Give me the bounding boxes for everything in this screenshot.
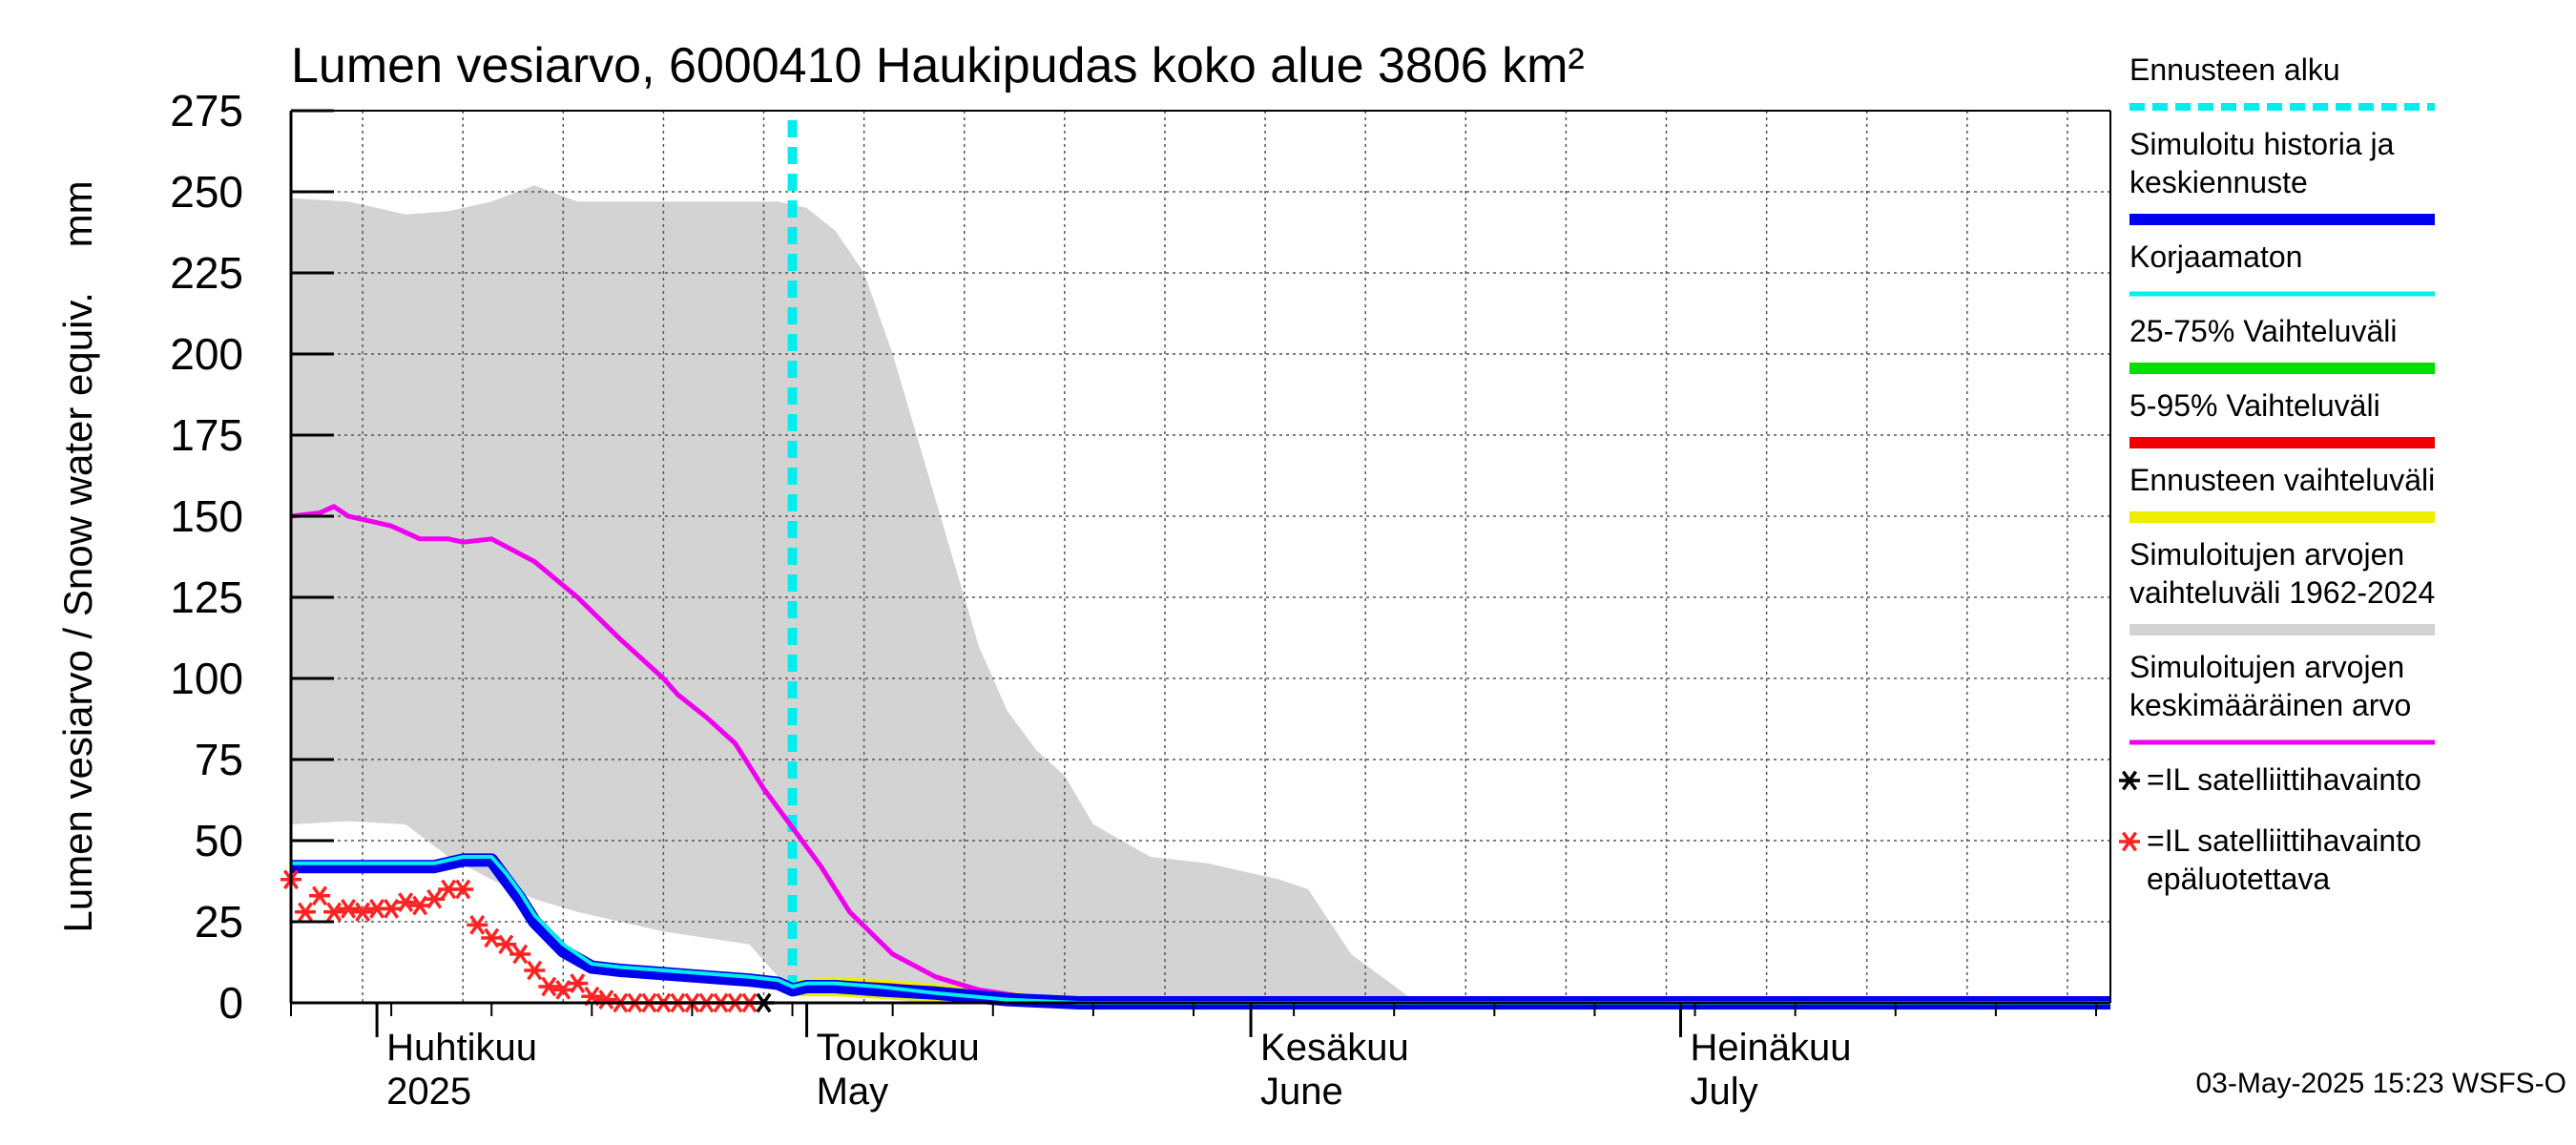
legend-label: Korjaamaton xyxy=(2129,239,2302,274)
legend-item-5-95-vaihteluv-li: 5-95% Vaihteluväli xyxy=(2129,388,2435,448)
y-tick-label: 200 xyxy=(170,329,243,379)
y-tick-label: 100 xyxy=(170,654,243,703)
marker-il-satelliittihavainto-ep-luotettava xyxy=(424,888,446,909)
line-simuloitujen-arvojen-keskim-r-inen-arvo xyxy=(290,504,2110,1003)
timestamp-footer: 03-May-2025 15:23 WSFS-O xyxy=(2196,1068,2567,1099)
marker-il-satelliittihavainto-ep-luotettava xyxy=(495,934,517,955)
x-month-label-en: 2025 xyxy=(386,1071,471,1113)
legend-item-simuloitu-historia-ja-keskiennuste: Simuloitu historia ja keskiennuste xyxy=(2129,127,2435,225)
y-axis-label: Lumen vesiarvo / Snow water equiv. mm xyxy=(55,180,100,932)
marker-il-satelliittihavainto-ep-luotettava xyxy=(352,902,374,923)
legend-label: vaihteluväli 1962-2024 xyxy=(2129,575,2435,610)
legend: Ennusteen alku Simuloitu historia ja keski… xyxy=(2119,52,2435,896)
marker-il-satelliittihavainto-ep-luotettava xyxy=(309,885,331,906)
x-month-label-en: June xyxy=(1260,1071,1343,1113)
legend-item-ennusteen-alku: Ennusteen alku xyxy=(2129,52,2435,111)
band-layer xyxy=(291,111,2110,1003)
marker-il-satelliittihavainto-ep-luotettava xyxy=(338,899,360,919)
legend-label: Ennusteen vaihteluväli xyxy=(2129,463,2435,497)
marker-il-satelliittihavainto-ep-luotettava xyxy=(323,902,345,923)
legend-label: epäluotettava xyxy=(2147,862,2330,896)
x-month-label-fi: Heinäkuu xyxy=(1691,1027,1852,1069)
legend-label: =IL satelliittihavainto xyxy=(2147,762,2421,797)
marker-il-satelliittihavainto-ep-luotettava xyxy=(524,960,546,981)
line-korjaamaton xyxy=(291,855,2110,1005)
legend-item-il-satelliittihavainto-ep-luotettava: =IL satelliittihavainto epäluotettava xyxy=(2119,823,2421,896)
y-tick-label: 250 xyxy=(170,167,243,217)
chart-title: Lumen vesiarvo, 6000410 Haukipudas koko … xyxy=(291,38,1585,94)
x-month-label-en: May xyxy=(817,1071,889,1113)
legend-label: 25-75% Vaihteluväli xyxy=(2129,314,2397,348)
y-tick-label: 75 xyxy=(195,735,243,784)
x-month-label-en: July xyxy=(1691,1071,1758,1113)
y-tick-label: 25 xyxy=(195,897,243,947)
legend-item-ennusteen-vaihteluv-li: Ennusteen vaihteluväli xyxy=(2129,463,2435,523)
x-month-label-fi: Huhtikuu xyxy=(386,1027,537,1069)
y-tick-label: 275 xyxy=(170,86,243,135)
y-tick-label: 125 xyxy=(170,572,243,622)
marker-il-satelliittihavainto-ep-luotettava xyxy=(395,892,417,912)
marker-il-satelliittihavainto-ep-luotettava xyxy=(467,915,488,935)
x-month-label-fi: Toukokuu xyxy=(817,1027,980,1069)
legend-label: Simuloitujen arvojen xyxy=(2129,650,2404,684)
marker-il-satelliittihavainto-ep-luotettava xyxy=(452,879,474,900)
band-ennusteen-vaihteluv-li xyxy=(792,976,2110,1003)
legend-item-25-75-vaihteluv-li: 25-75% Vaihteluväli xyxy=(2129,314,2435,374)
y-tick-label: 150 xyxy=(170,491,243,541)
legend-label: Simuloitujen arvojen xyxy=(2129,537,2404,572)
y-tick-label: 0 xyxy=(218,978,243,1028)
axes-layer: 0 25 50 75 100 125 150 175 200 225 250 275 Lumen ves… xyxy=(55,86,2111,1113)
marker-il-satelliittihavainto-ep-luotettava xyxy=(295,902,317,923)
band-simuloitujen-arvojen-vaihteluv-li-1962-2024 xyxy=(291,185,2110,1003)
legend-label: Ennusteen alku xyxy=(2129,52,2340,87)
legend-label: keskimääräinen arvo xyxy=(2129,688,2411,722)
legend-item-korjaamaton: Korjaamaton xyxy=(2129,239,2435,297)
y-tick-label: 225 xyxy=(170,248,243,298)
x-month-label-fi: Kesäkuu xyxy=(1260,1027,1409,1069)
marker-il-satelliittihavainto-ep-luotettava xyxy=(509,944,531,965)
legend-item-il-satelliittihavainto: =IL satelliittihavainto xyxy=(2119,762,2421,797)
legend-label: keskiennuste xyxy=(2129,165,2308,199)
y-tick-label: 175 xyxy=(170,410,243,460)
legend-label: Simuloitu historia ja xyxy=(2129,127,2395,161)
marker-il-satelliittihavainto-ep-luotettava xyxy=(538,976,560,997)
y-tick-label: 50 xyxy=(195,816,243,865)
marker-il-satelliittihavainto-ep-luotettava xyxy=(595,989,617,1010)
legend-marker-icon xyxy=(2119,770,2140,791)
legend-label: 5-95% Vaihteluväli xyxy=(2129,388,2380,423)
marker-il-satelliittihavainto-ep-luotettava xyxy=(567,973,589,993)
legend-label: =IL satelliittihavainto xyxy=(2147,823,2421,858)
legend-item-simuloitujen-arvojen-keskim-r-inen-arvo: Simuloitujen arvojen keskimääräinen arvo xyxy=(2129,650,2435,745)
legend-marker-icon xyxy=(2119,831,2140,852)
